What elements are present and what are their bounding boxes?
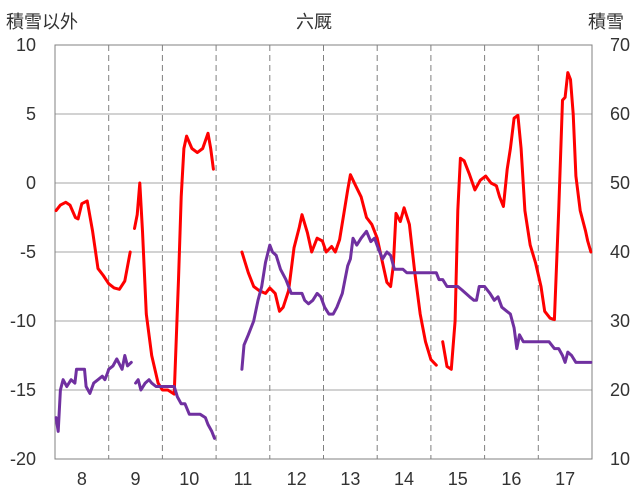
temperature-series-line <box>441 71 593 371</box>
x-tick-label: 9 <box>131 469 141 489</box>
x-tick-label: 10 <box>179 469 199 489</box>
x-tick-label: 13 <box>340 469 360 489</box>
temperature-series-line <box>54 199 132 291</box>
x-tick-label: 17 <box>555 469 575 489</box>
y-left-tick-label: 0 <box>26 173 36 193</box>
y-right-tick-label: 10 <box>610 449 630 469</box>
y-right-tick-label: 70 <box>610 35 630 55</box>
x-tick-label: 14 <box>394 469 414 489</box>
x-tick-label: 8 <box>77 469 87 489</box>
snow-depth-series-line <box>54 354 133 433</box>
y-right-tick-label: 40 <box>610 242 630 262</box>
y-left-tick-label: -5 <box>20 242 36 262</box>
snow-depth-series-line <box>134 378 216 440</box>
y-left-tick-label: 5 <box>26 104 36 124</box>
chart-title: 六厩 <box>296 12 332 32</box>
y-right-tick-label: 60 <box>610 104 630 124</box>
snow-depth-series-line <box>240 229 593 371</box>
x-tick-label: 16 <box>501 469 521 489</box>
temperature-series-line <box>133 131 215 396</box>
y-left-tick-label: -15 <box>10 380 36 400</box>
y-left-tick-label: -20 <box>10 449 36 469</box>
y-right-tick-label: 20 <box>610 380 630 400</box>
y-left-axis-title: 積雪以外 <box>6 12 78 32</box>
temperature-series-line <box>240 173 438 367</box>
x-tick-label: 15 <box>448 469 468 489</box>
y-right-axis-title: 積雪 <box>588 12 624 32</box>
x-tick-label: 11 <box>234 469 253 489</box>
y-right-tick-label: 30 <box>610 311 630 331</box>
x-tick-label: 12 <box>287 469 307 489</box>
y-left-tick-label: 10 <box>16 35 36 55</box>
y-left-tick-label: -10 <box>10 311 36 331</box>
y-right-tick-label: 50 <box>610 173 630 193</box>
